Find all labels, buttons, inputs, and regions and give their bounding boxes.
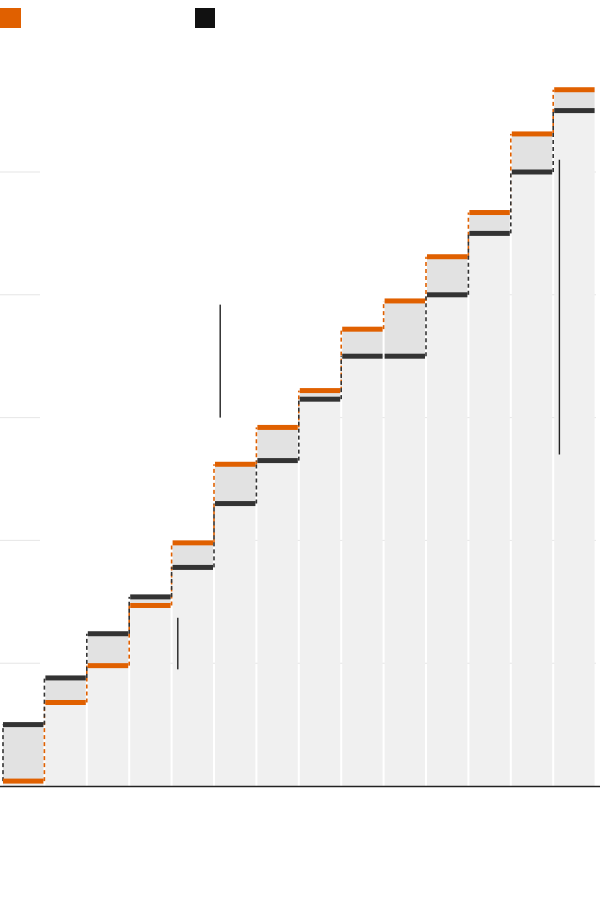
mark-series-b-4 [172, 564, 213, 570]
column-bg-2 [87, 665, 129, 786]
gap-box-6 [257, 427, 298, 461]
mark-series-a-9 [384, 298, 425, 304]
series-marks [3, 87, 595, 784]
mark-series-b-13 [554, 108, 595, 114]
legend [0, 8, 215, 28]
gap-box-12 [511, 133, 553, 172]
mark-series-a-2 [87, 663, 129, 669]
column-bg-1 [45, 702, 86, 786]
gap-box-11 [469, 212, 510, 234]
mark-series-b-8 [342, 353, 383, 359]
column-bg-11 [469, 233, 510, 786]
column-bg-5 [215, 503, 256, 786]
mark-series-a-11 [469, 210, 510, 216]
gap-box-10 [427, 256, 468, 295]
mark-series-a-5 [215, 461, 256, 467]
mark-series-a-8 [342, 326, 383, 332]
legend-swatch-series-a [0, 8, 21, 28]
gap-box-5 [215, 464, 256, 504]
step-connectors [2, 89, 555, 782]
column-bg-9 [384, 356, 425, 786]
mark-series-b-5 [215, 501, 256, 507]
mark-series-a-3 [130, 602, 171, 608]
gap-box-7 [299, 390, 341, 400]
column-bg-8 [342, 356, 383, 786]
mark-series-a-1 [45, 699, 86, 705]
mark-series-a-7 [299, 388, 341, 394]
gap-box-8 [342, 329, 383, 357]
mark-series-a-4 [172, 540, 213, 546]
mark-series-b-9 [384, 353, 425, 359]
gap-box-0 [3, 724, 44, 782]
column-backgrounds [3, 110, 595, 787]
mark-series-b-6 [257, 458, 298, 464]
mark-series-b-0 [3, 722, 44, 728]
column-bg-3 [130, 605, 171, 786]
column-bg-12 [511, 172, 553, 786]
mark-series-a-0 [3, 778, 44, 784]
mark-series-b-12 [511, 169, 553, 175]
mark-series-b-11 [469, 230, 510, 236]
gap-boxes [3, 89, 595, 782]
column-bg-13 [554, 110, 595, 787]
mark-series-b-10 [427, 292, 468, 298]
mark-series-a-13 [554, 87, 595, 93]
gap-box-4 [172, 542, 213, 568]
column-bg-4 [172, 567, 213, 786]
column-bg-7 [299, 399, 341, 786]
mark-series-b-7 [299, 396, 341, 402]
mark-series-b-3 [130, 594, 171, 600]
legend-swatch-series-b [195, 8, 215, 28]
mark-series-b-2 [87, 631, 129, 637]
gap-box-1 [45, 677, 86, 703]
mark-series-b-1 [45, 675, 86, 681]
mark-series-a-6 [257, 424, 298, 430]
gap-box-3 [130, 596, 171, 606]
gap-box-2 [87, 633, 129, 666]
column-bg-6 [257, 460, 298, 786]
gap-box-13 [554, 89, 595, 111]
column-bg-10 [427, 294, 468, 786]
mark-series-a-12 [511, 131, 553, 137]
gap-box-9 [384, 300, 425, 357]
mark-series-a-10 [427, 254, 468, 260]
annotation-lines [177, 159, 561, 670]
